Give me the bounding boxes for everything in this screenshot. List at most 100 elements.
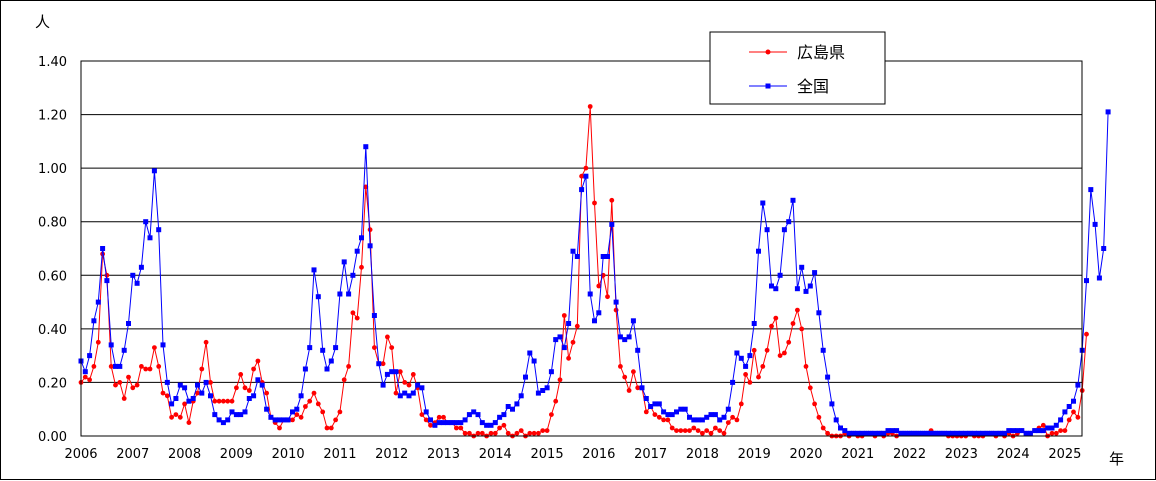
data-point xyxy=(1084,331,1089,337)
data-point xyxy=(1027,430,1033,436)
data-point xyxy=(182,385,188,391)
data-point xyxy=(510,406,515,412)
y-axis-unit-label: 人 xyxy=(35,13,50,31)
data-point xyxy=(794,286,800,292)
data-point xyxy=(458,420,464,426)
data-point xyxy=(389,345,395,350)
data-point xyxy=(540,428,546,433)
data-point xyxy=(669,425,675,431)
data-point xyxy=(855,430,861,436)
data-point xyxy=(976,430,982,436)
data-point xyxy=(816,310,822,316)
data-point xyxy=(113,363,118,369)
data-point xyxy=(337,409,343,415)
data-point xyxy=(993,430,999,436)
data-point xyxy=(1002,430,1007,436)
data-point xyxy=(639,385,645,391)
data-point xyxy=(932,430,938,436)
data-point xyxy=(229,398,235,404)
data-point xyxy=(152,345,157,350)
data-point xyxy=(863,430,869,436)
y-tick-label: 0.20 xyxy=(38,376,67,391)
data-point xyxy=(238,372,244,377)
data-point xyxy=(216,398,222,404)
data-point xyxy=(234,385,239,391)
data-point xyxy=(687,414,692,420)
data-point xyxy=(1075,414,1081,420)
data-point xyxy=(208,380,213,385)
data-point xyxy=(786,339,792,345)
data-point xyxy=(285,417,291,423)
x-tick-label: 2006 xyxy=(64,447,97,462)
data-point xyxy=(695,428,701,433)
data-point xyxy=(177,414,183,420)
data-point xyxy=(717,417,723,423)
data-point xyxy=(820,425,826,431)
data-point xyxy=(889,428,895,434)
data-point xyxy=(695,417,701,423)
data-point xyxy=(380,361,386,367)
data-point xyxy=(747,380,753,385)
data-point xyxy=(652,401,658,407)
data-point xyxy=(1071,409,1076,415)
data-point xyxy=(246,396,252,401)
data-point xyxy=(704,414,710,420)
data-point xyxy=(738,355,744,361)
x-tick-label: 2015 xyxy=(531,447,564,462)
data-point xyxy=(920,430,925,436)
data-point xyxy=(764,227,770,233)
data-point xyxy=(384,371,390,377)
data-point xyxy=(799,326,805,332)
data-point xyxy=(648,404,654,409)
data-point xyxy=(851,430,856,436)
data-point xyxy=(471,409,477,415)
data-point xyxy=(859,430,865,436)
data-point xyxy=(829,401,835,407)
data-point xyxy=(1058,428,1063,433)
data-point xyxy=(630,318,636,324)
data-point xyxy=(246,388,252,393)
data-point xyxy=(221,398,226,404)
data-point xyxy=(842,428,848,434)
data-point xyxy=(656,414,662,420)
data-point xyxy=(812,401,817,407)
data-point xyxy=(311,390,317,396)
data-point xyxy=(406,382,412,388)
data-point xyxy=(1049,425,1055,431)
data-point xyxy=(1006,428,1012,434)
data-point xyxy=(298,414,304,420)
legend: 広島県 全国 xyxy=(709,31,886,105)
data-point xyxy=(782,350,787,356)
data-point xyxy=(622,337,628,343)
data-point xyxy=(997,430,1003,436)
data-point xyxy=(302,366,308,372)
data-point xyxy=(790,197,796,203)
x-tick-label: 2010 xyxy=(272,447,305,462)
data-point xyxy=(324,366,330,372)
data-point xyxy=(570,339,576,345)
data-point xyxy=(557,377,563,383)
data-point xyxy=(734,417,740,423)
data-point xyxy=(769,323,774,329)
data-point xyxy=(492,420,498,426)
data-point xyxy=(242,385,248,391)
data-point xyxy=(372,345,377,350)
y-axis-ticks: 0.00 0.20 0.40 0.60 0.80 1.00 1.20 1.40 xyxy=(38,55,67,445)
data-point xyxy=(462,417,468,423)
data-point xyxy=(1014,428,1020,434)
data-point xyxy=(989,430,994,436)
data-point xyxy=(1036,428,1042,434)
data-point xyxy=(596,283,602,289)
x-tick-label: 2019 xyxy=(738,447,771,462)
data-point xyxy=(743,363,749,369)
data-point xyxy=(497,425,502,431)
data-point xyxy=(212,398,218,404)
x-tick-label: 2024 xyxy=(997,447,1030,462)
data-point xyxy=(350,272,356,278)
data-point xyxy=(613,299,619,305)
data-point xyxy=(1010,428,1016,434)
data-point xyxy=(402,380,408,385)
data-point xyxy=(428,422,433,428)
y-tick-label: 1.40 xyxy=(38,55,67,70)
